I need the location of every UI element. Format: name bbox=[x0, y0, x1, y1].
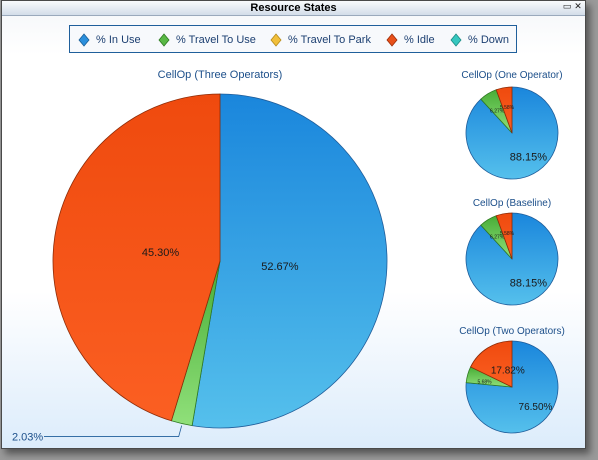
resource-states-window: Resource States ▭ ✕ % In Use % Travel To… bbox=[1, 0, 586, 449]
slice-label: 5.58% bbox=[500, 231, 515, 237]
pie-slice bbox=[52, 93, 221, 422]
slice-label: 6.27% bbox=[490, 235, 505, 241]
legend-label: % In Use bbox=[96, 34, 141, 46]
pie-charts: CellOp (Three Operators) 52.67% 2.03% 45.30… bbox=[12, 69, 565, 444]
slice-label: 88.15% bbox=[510, 151, 548, 163]
legend-swatch-icon bbox=[270, 33, 282, 47]
legend-swatch-icon bbox=[386, 33, 398, 47]
close-icon[interactable]: ✕ bbox=[574, 2, 582, 12]
window-title: Resource States bbox=[250, 2, 337, 14]
pie-slice bbox=[495, 86, 513, 134]
legend-label: % Down bbox=[468, 34, 509, 46]
legend-swatch-icon bbox=[450, 33, 462, 47]
slice-label: 5.68% bbox=[477, 379, 492, 385]
slice-label: 88.15% bbox=[510, 277, 548, 289]
restore-icon[interactable]: ▭ bbox=[562, 2, 572, 12]
legend-swatch-icon bbox=[158, 33, 170, 47]
slice-label: 5.58% bbox=[500, 105, 515, 111]
legend-label: % Travel To Park bbox=[288, 34, 371, 46]
legend-item-travel-to-park[interactable]: % Travel To Park bbox=[270, 32, 371, 48]
slice-label: 2.03% bbox=[12, 432, 43, 444]
slice-label: 76.50% bbox=[519, 402, 553, 413]
legend-label: % Idle bbox=[404, 34, 435, 46]
slice-label: 6.27% bbox=[490, 109, 505, 115]
pie-slice bbox=[470, 340, 513, 388]
legend-item-down[interactable]: % Down bbox=[450, 32, 509, 48]
slice-label: 17.82% bbox=[491, 366, 525, 377]
leader-line bbox=[44, 425, 183, 437]
slice-label: 52.67% bbox=[261, 261, 299, 273]
pie-title: CellOp (Baseline) bbox=[473, 198, 551, 209]
legend-item-idle[interactable]: % Idle bbox=[386, 32, 435, 48]
slice-label: 45.30% bbox=[142, 247, 180, 259]
pie-slice bbox=[191, 93, 388, 429]
chart-legend: % In Use % Travel To Use % Travel To Par… bbox=[69, 25, 517, 53]
pie-title: CellOp (One Operator) bbox=[461, 70, 562, 81]
legend-item-in-use[interactable]: % In Use bbox=[78, 32, 141, 48]
legend-item-travel-to-use[interactable]: % Travel To Use bbox=[158, 32, 256, 48]
pie-title: CellOp (Three Operators) bbox=[158, 69, 283, 81]
pie-title: CellOp (Two Operators) bbox=[459, 326, 565, 337]
title-bar: Resource States ▭ ✕ bbox=[2, 1, 585, 16]
legend-label: % Travel To Use bbox=[176, 34, 256, 46]
legend-swatch-icon bbox=[78, 33, 90, 47]
pie-slice bbox=[495, 212, 513, 260]
